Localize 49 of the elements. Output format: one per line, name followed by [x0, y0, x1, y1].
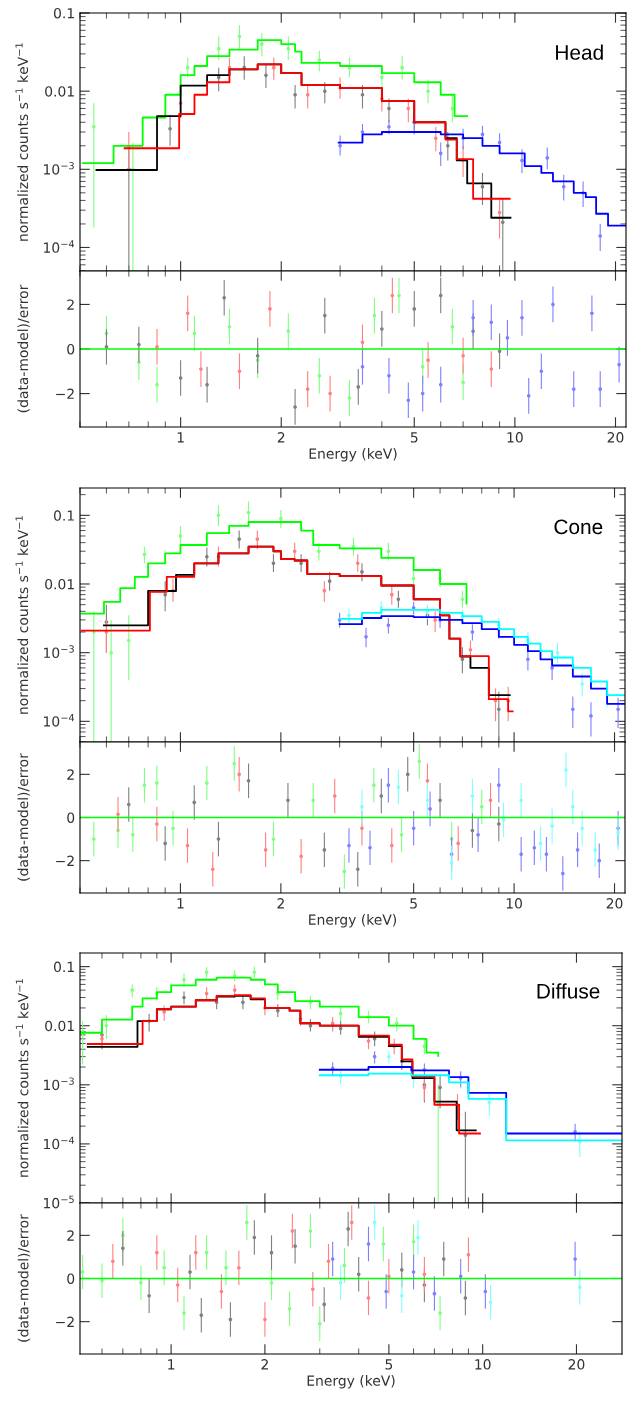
- y-tick-label: 10$^{−3}$: [44, 161, 74, 175]
- y-axis-title: normalized counts s$^{−1}$ keV$^{−1}$: [15, 43, 29, 241]
- annotation: Head: [556, 44, 603, 60]
- y-tick-label: −2: [56, 1316, 74, 1327]
- x-tick-label: 10: [475, 1359, 491, 1370]
- y-tick-label: 2: [67, 299, 74, 310]
- x-tick-label: 5: [385, 1359, 393, 1370]
- y-tick-label: 0.1: [53, 510, 74, 521]
- x-tick-label: 5: [410, 898, 417, 909]
- x-tick-label: 5: [410, 432, 418, 443]
- y-tick-label: 0: [67, 343, 75, 355]
- y-tick-label: 2: [67, 769, 74, 780]
- y-axis-title: normalized counts s$^{−1}$ keV$^{−1}$: [15, 516, 29, 714]
- y-tick-label: 10$^{−4}$: [44, 714, 75, 727]
- y-tick-label: 0.01: [45, 1020, 74, 1032]
- y-axis-title: (data-model)/error: [17, 1214, 31, 1342]
- x-tick-label: 20: [607, 432, 624, 443]
- x-tick-label: 1: [168, 1359, 175, 1370]
- y-axis-title: (data-model)/error: [17, 753, 30, 881]
- x-axis-title: Energy (keV): [309, 914, 397, 928]
- y-tick-label: −2: [56, 855, 74, 866]
- x-tick-label: 10: [506, 898, 522, 909]
- y-axis-title: (data-model)/error: [17, 284, 30, 413]
- y-tick-label: 10$^{−3}$: [44, 645, 74, 659]
- y-tick-label: 0.01: [45, 578, 74, 590]
- y-tick-label: 0.01: [45, 86, 74, 97]
- x-tick-label: 1: [177, 432, 184, 443]
- x-tick-label: 2: [277, 898, 284, 909]
- y-tick-label: 10$^{−5}$: [44, 1195, 74, 1209]
- y-axis-title: normalized counts s$^{−1}$ keV$^{−1}$: [15, 979, 29, 1177]
- y-tick-label: 0: [67, 812, 75, 823]
- x-tick-label: 2: [261, 1359, 268, 1370]
- y-tick-label: 0.1: [53, 7, 74, 19]
- y-tick-label: 10$^{−4}$: [44, 240, 75, 253]
- annotation: Diffuse: [537, 983, 600, 999]
- y-tick-label: 0.1: [53, 961, 74, 973]
- y-tick-label: −2: [56, 388, 74, 399]
- y-tick-label: 10$^{−4}$: [44, 1136, 75, 1150]
- x-tick-label: 2: [277, 432, 285, 443]
- x-tick-label: 20: [568, 1359, 585, 1370]
- y-tick-label: 0: [67, 1273, 75, 1284]
- annotation: Cone: [554, 519, 603, 535]
- x-tick-label: 10: [507, 432, 523, 443]
- x-tick-label: 20: [606, 898, 623, 909]
- x-axis-title: Energy (keV): [307, 1375, 395, 1389]
- y-tick-label: 2: [67, 1230, 74, 1241]
- x-tick-label: 1: [177, 898, 184, 909]
- x-axis-title: Energy (keV): [309, 448, 397, 462]
- y-tick-label: 10$^{−3}$: [44, 1077, 74, 1091]
